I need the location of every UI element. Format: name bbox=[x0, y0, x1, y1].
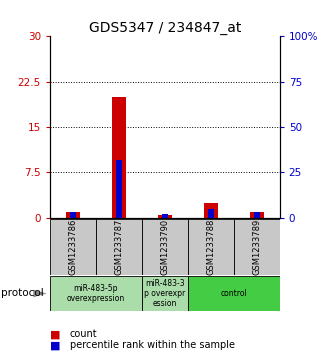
Bar bbox=[188, 276, 280, 311]
Bar bbox=[50, 276, 142, 311]
Text: miR-483-3
p overexpr
ession: miR-483-3 p overexpr ession bbox=[144, 278, 185, 309]
Bar bbox=[162, 214, 167, 218]
Bar bbox=[116, 160, 122, 218]
Bar bbox=[254, 212, 259, 218]
Bar bbox=[70, 212, 76, 218]
Bar bbox=[112, 97, 126, 218]
Bar bbox=[158, 215, 172, 218]
Bar bbox=[142, 276, 188, 311]
Text: GSM1233786: GSM1233786 bbox=[68, 219, 78, 275]
Bar bbox=[50, 219, 96, 275]
Bar bbox=[188, 219, 234, 275]
Title: GDS5347 / 234847_at: GDS5347 / 234847_at bbox=[89, 21, 241, 35]
Text: miR-483-5p
overexpression: miR-483-5p overexpression bbox=[67, 284, 125, 303]
Text: GSM1233790: GSM1233790 bbox=[160, 219, 169, 275]
Text: ■: ■ bbox=[50, 340, 61, 350]
Polygon shape bbox=[33, 290, 47, 297]
Text: count: count bbox=[70, 329, 98, 339]
Bar bbox=[96, 219, 142, 275]
Text: protocol: protocol bbox=[1, 289, 43, 298]
Bar bbox=[66, 212, 80, 218]
Text: control: control bbox=[220, 289, 247, 298]
Text: percentile rank within the sample: percentile rank within the sample bbox=[70, 340, 235, 350]
Text: GSM1233787: GSM1233787 bbox=[114, 219, 124, 275]
Bar bbox=[234, 219, 280, 275]
Text: ■: ■ bbox=[50, 329, 61, 339]
Bar bbox=[142, 219, 188, 275]
Bar bbox=[204, 203, 218, 218]
Bar bbox=[208, 209, 213, 218]
Text: GSM1233788: GSM1233788 bbox=[206, 219, 215, 275]
Text: GSM1233789: GSM1233789 bbox=[252, 219, 261, 275]
Bar bbox=[250, 212, 264, 218]
